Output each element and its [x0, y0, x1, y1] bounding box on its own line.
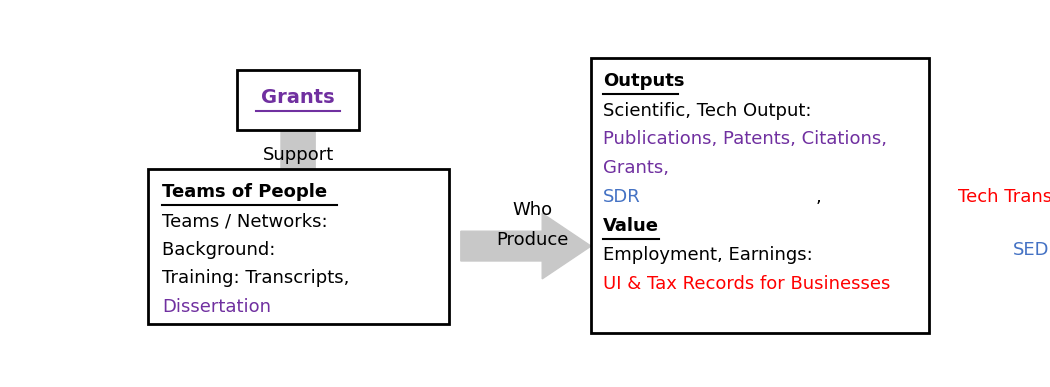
- Text: Who: Who: [512, 201, 552, 219]
- Text: Value: Value: [603, 217, 659, 235]
- Text: SDR: SDR: [603, 188, 640, 206]
- Text: Support: Support: [262, 146, 334, 164]
- Text: Dissertation: Dissertation: [162, 298, 271, 315]
- Text: Teams / Networks:: Teams / Networks:: [162, 213, 334, 231]
- FancyBboxPatch shape: [147, 169, 448, 324]
- Text: UI & Tax Records for Businesses: UI & Tax Records for Businesses: [603, 275, 890, 293]
- Text: Produce: Produce: [497, 231, 569, 249]
- FancyBboxPatch shape: [237, 70, 359, 130]
- Polygon shape: [461, 213, 591, 279]
- Text: Grants,: Grants,: [603, 159, 669, 177]
- Text: Training: Transcripts,: Training: Transcripts,: [162, 269, 355, 287]
- Text: Scientific, Tech Output:: Scientific, Tech Output:: [603, 101, 812, 120]
- Text: Tech Transfer Records: Tech Transfer Records: [958, 188, 1050, 206]
- Text: Teams of People: Teams of People: [162, 183, 328, 201]
- Text: Outputs: Outputs: [603, 72, 685, 90]
- Text: Grants: Grants: [261, 87, 335, 106]
- Text: Background:: Background:: [162, 241, 281, 259]
- Polygon shape: [260, 131, 336, 203]
- Text: Publications, Patents, Citations,: Publications, Patents, Citations,: [603, 130, 887, 148]
- Text: SED: SED: [1012, 241, 1049, 259]
- Text: ,: ,: [816, 188, 827, 206]
- Text: Employment, Earnings:: Employment, Earnings:: [603, 246, 819, 264]
- FancyBboxPatch shape: [591, 58, 929, 332]
